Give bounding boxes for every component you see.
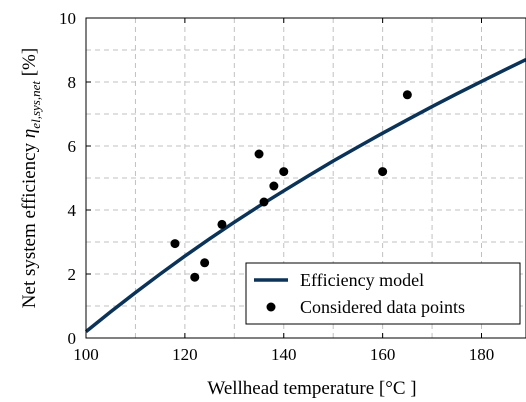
data-point (269, 181, 279, 191)
plot-frame (85, 17, 526, 339)
efficiency-model-series (84, 58, 526, 333)
legend-label-efficiency-model: Efficiency model (300, 270, 424, 290)
y-tick-label: 0 (68, 329, 77, 348)
y-tick-label: 6 (68, 137, 77, 156)
y-axis-title: Net system efficiency ηel,sys,net [%] (19, 48, 43, 308)
x-axis-title: Wellhead temperature [°C ] (207, 378, 416, 399)
x-tick-label: 160 (370, 345, 396, 364)
y-axis-title-unit: [%] (19, 48, 40, 81)
legend-label-data-points: Considered data points (300, 297, 465, 317)
data-point (200, 258, 210, 268)
efficiency-model-line (84, 58, 526, 333)
y-axis-title-subscript: el,sys,net (28, 81, 43, 129)
data-point (217, 219, 227, 229)
y-tick-label: 2 (68, 265, 77, 284)
data-point (259, 197, 269, 207)
data-points-series (170, 90, 412, 282)
data-point (402, 90, 412, 100)
y-tick-label: 8 (68, 73, 77, 92)
legend-swatch-dot (266, 302, 276, 312)
data-point (378, 167, 388, 177)
y-axis-title-symbol: η (19, 129, 40, 138)
data-point (279, 167, 289, 177)
x-tick-label: 120 (172, 345, 198, 364)
x-tick-label: 100 (73, 345, 99, 364)
legend: Efficiency model Considered data points (245, 262, 521, 325)
axis-ticks: 100 120 140 160 180 0 2 4 6 8 10 (59, 9, 494, 364)
y-axis-title-main: Net system efficiency (19, 138, 40, 308)
data-point (190, 272, 200, 282)
legend-box (245, 262, 521, 325)
y-tick-label: 10 (59, 9, 76, 28)
x-tick-label: 180 (469, 345, 495, 364)
data-point (170, 239, 180, 249)
data-point (254, 149, 264, 159)
y-tick-label: 4 (68, 201, 77, 220)
x-tick-label: 140 (271, 345, 297, 364)
